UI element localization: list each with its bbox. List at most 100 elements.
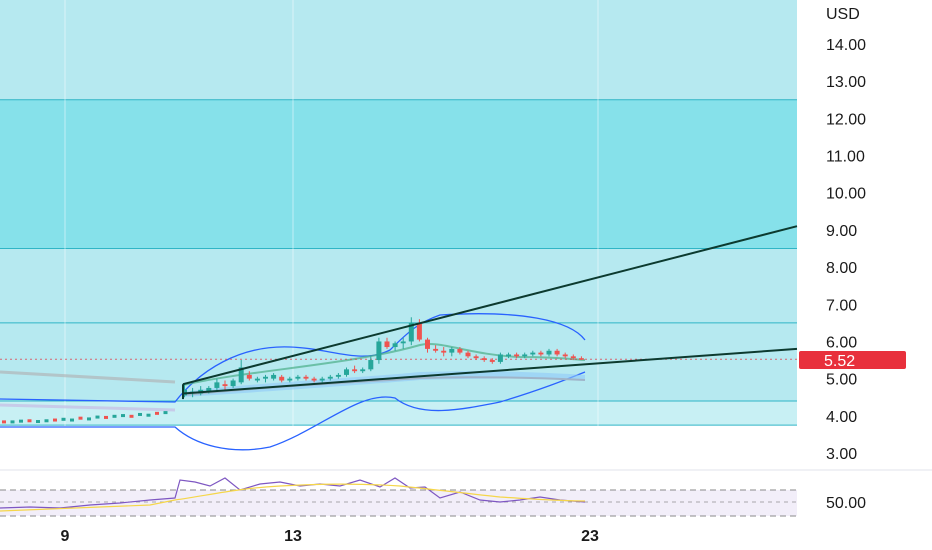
upper-band — [0, 313, 586, 403]
last-price-badge-bg — [799, 351, 906, 369]
candle-body — [570, 356, 576, 359]
candle-body — [335, 374, 341, 377]
candle — [10, 420, 15, 424]
rsi-pane — [0, 477, 797, 517]
candle-body — [368, 360, 374, 370]
y-tick-label: 14.00 — [826, 37, 866, 54]
candle-body — [562, 354, 568, 357]
y-tick-label: 4.00 — [826, 409, 857, 426]
time-axis[interactable]: 9 13 23 — [61, 528, 599, 545]
candle-body — [295, 376, 301, 379]
candle-body — [327, 376, 333, 379]
candle-body — [578, 358, 584, 360]
candle-body — [263, 376, 268, 379]
candle — [36, 420, 40, 424]
y-tick-label: 10.00 — [826, 186, 866, 203]
zone-0 — [0, 400, 797, 426]
y-tick-label: 13.00 — [826, 74, 866, 91]
candle — [70, 418, 74, 422]
candle-body — [546, 350, 552, 355]
candle-body — [554, 350, 560, 355]
candle-body — [416, 322, 422, 340]
candle-body — [465, 352, 471, 357]
background-zones — [0, 0, 797, 426]
ma-mid — [0, 403, 176, 412]
trendlines[interactable] — [182, 225, 798, 400]
candle — [138, 412, 142, 416]
candle-body — [303, 376, 309, 379]
price-axis[interactable]: USD 14.00 13.00 12.00 11.00 10.00 9.00 8.00 7.0… — [826, 6, 866, 512]
candle — [44, 419, 49, 423]
candle-body — [246, 374, 252, 379]
lower-band — [0, 371, 586, 451]
candle-body — [522, 354, 528, 357]
candle-body — [384, 341, 390, 348]
y-tick-label: 9.00 — [826, 223, 857, 240]
candle — [121, 414, 125, 418]
candle-body — [449, 348, 455, 353]
y-tick-label: 11.00 — [826, 149, 865, 166]
candle-body — [497, 354, 503, 362]
last-price-badge: 5.52 — [799, 351, 906, 370]
rsi-band — [0, 490, 797, 516]
candle-body — [352, 369, 358, 372]
candle — [27, 419, 32, 423]
trendline-upper — [182, 225, 798, 386]
currency-label: USD — [826, 6, 860, 23]
candle-body — [481, 358, 487, 361]
trendline-lower — [182, 347, 798, 395]
candle-body — [206, 387, 212, 392]
zone-1 — [0, 322, 797, 401]
rsi-level-label: 50.00 — [826, 495, 866, 512]
candle-body — [392, 343, 398, 348]
candle — [155, 411, 159, 415]
candle — [61, 417, 66, 421]
candle-body — [457, 348, 463, 353]
candle-body — [287, 378, 293, 381]
ma-long — [0, 370, 176, 384]
candle-body — [376, 341, 382, 361]
x-tick-label: 13 — [284, 528, 302, 545]
rsi-ma-line — [0, 483, 586, 512]
candle-body — [271, 374, 277, 379]
candle — [53, 418, 57, 422]
candle-body — [400, 341, 406, 344]
y-tick-label: 6.00 — [826, 334, 857, 351]
candle-body — [254, 378, 260, 381]
candle-body — [530, 352, 536, 355]
y-tick-label: 7.00 — [826, 297, 857, 314]
grid — [0, 469, 932, 471]
x-tick-label: 23 — [581, 528, 599, 545]
zone-2 — [0, 248, 797, 323]
candle-body — [506, 354, 511, 357]
y-tick-label: 5.00 — [826, 372, 857, 389]
candle-body — [433, 348, 439, 351]
candle-body — [311, 378, 317, 381]
candle — [78, 416, 83, 420]
candle — [19, 419, 23, 423]
candle-body — [344, 369, 349, 375]
candle-body — [473, 356, 479, 359]
candle-body — [238, 367, 244, 383]
candle-body — [425, 339, 430, 349]
candle-body — [441, 350, 447, 353]
ema-green — [182, 343, 586, 386]
candle — [163, 411, 168, 415]
candle-body — [489, 360, 495, 362]
candle-body — [222, 384, 228, 387]
y-tick-label: 8.00 — [826, 260, 857, 277]
y-tick-label: 12.00 — [826, 111, 866, 128]
x-tick-label: 9 — [61, 528, 70, 545]
candle-body — [360, 369, 366, 372]
candle — [95, 415, 100, 419]
candle-body — [514, 354, 520, 357]
candle-body — [408, 322, 414, 342]
candle-body — [279, 376, 285, 381]
candle — [2, 420, 6, 424]
candle-body — [319, 378, 325, 381]
y-tick-label: 3.00 — [826, 446, 857, 463]
zone-4 — [0, 0, 797, 100]
candle-body — [538, 352, 544, 355]
zone-3 — [0, 99, 797, 249]
